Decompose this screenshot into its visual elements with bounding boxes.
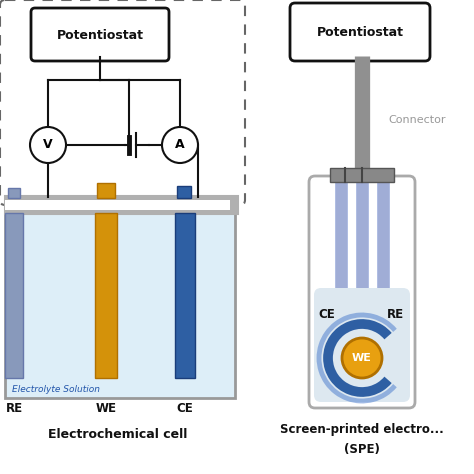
Text: (SPE): (SPE)	[344, 444, 380, 456]
Bar	[356, 182, 368, 367]
FancyBboxPatch shape	[31, 8, 169, 61]
Text: Screen-printed electro...: Screen-printed electro...	[280, 423, 444, 437]
Bar	[377, 182, 389, 367]
Text: CE: CE	[177, 401, 193, 414]
Bar	[175, 213, 195, 378]
Text: RE: RE	[386, 309, 403, 321]
Text: WE: WE	[352, 353, 372, 363]
Bar	[335, 182, 347, 367]
Circle shape	[342, 338, 382, 378]
Circle shape	[162, 127, 198, 163]
Text: Electrochemical cell: Electrochemical cell	[48, 428, 188, 441]
Bar	[330, 168, 394, 182]
Bar	[5, 213, 23, 378]
FancyBboxPatch shape	[309, 176, 415, 408]
Bar	[177, 186, 191, 198]
Text: Connector: Connector	[388, 115, 446, 125]
Text: WE: WE	[95, 401, 117, 414]
FancyBboxPatch shape	[290, 3, 430, 61]
Text: Potentiostat: Potentiostat	[317, 26, 403, 38]
Text: RE: RE	[5, 401, 23, 414]
Bar	[95, 213, 117, 378]
FancyBboxPatch shape	[314, 288, 410, 402]
Bar	[5, 200, 230, 210]
Bar	[8, 188, 20, 198]
Bar	[97, 183, 115, 198]
Bar	[5, 196, 238, 214]
Text: Potentiostat: Potentiostat	[56, 28, 144, 42]
Text: V: V	[43, 138, 53, 152]
Bar	[5, 213, 235, 398]
Text: CE: CE	[319, 309, 336, 321]
Text: Electrolyte Solution: Electrolyte Solution	[12, 385, 100, 394]
Text: A: A	[175, 138, 185, 152]
Circle shape	[30, 127, 66, 163]
